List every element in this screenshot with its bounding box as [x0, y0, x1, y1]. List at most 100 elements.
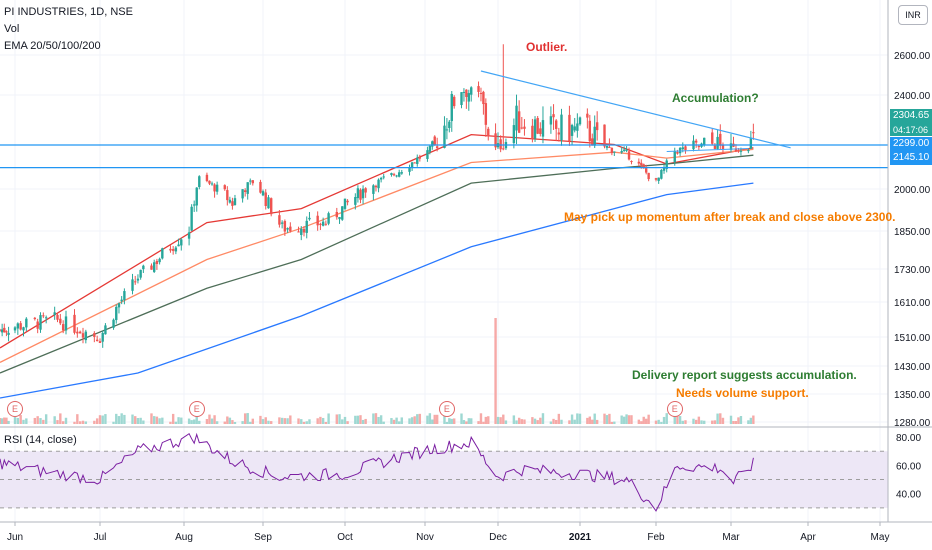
volume-legend[interactable]: Vol	[4, 23, 20, 35]
volume-bar	[573, 419, 576, 424]
candle-body	[33, 317, 37, 320]
candle-body	[283, 221, 287, 232]
annotation-delivery: Delivery report suggests accumulation.	[632, 368, 857, 382]
time-axis-label: Oct	[337, 532, 353, 543]
rsi-line	[0, 432, 754, 512]
candle-body	[161, 248, 164, 259]
volume-bar	[44, 414, 48, 424]
volume-bar	[346, 421, 349, 424]
candle-body	[711, 132, 714, 144]
candle-body	[729, 143, 733, 150]
candle-body	[560, 114, 563, 141]
volume-bar	[416, 414, 419, 424]
volume-bar	[98, 415, 102, 424]
candle-body	[515, 105, 518, 131]
earnings-marker-icon[interactable]: E	[438, 401, 455, 417]
candle-body	[554, 120, 558, 129]
time-axis-label: Apr	[800, 532, 816, 543]
volume-bar	[703, 420, 706, 424]
volume-bar	[338, 414, 341, 424]
candle-body	[408, 167, 411, 172]
ema-legend[interactable]: EMA 20/50/100/200	[4, 40, 101, 52]
volume-bar	[131, 414, 134, 424]
volume-bar	[177, 417, 180, 424]
volume-bar	[42, 419, 45, 424]
volume-bar	[603, 413, 606, 424]
candle-body	[259, 181, 262, 193]
candle-body	[136, 278, 140, 281]
candle-body	[703, 137, 706, 146]
candle-body	[115, 306, 118, 321]
volume-bar	[470, 418, 473, 424]
volume-bar	[734, 421, 738, 424]
volume-bar	[637, 419, 641, 424]
volume-bar	[5, 417, 8, 424]
candle-body	[361, 188, 365, 199]
volume-bar	[139, 417, 142, 424]
candle-body	[286, 228, 289, 230]
time-axis-label: Jul	[94, 532, 107, 543]
earnings-marker-icon[interactable]: E	[666, 401, 683, 417]
candle-body	[428, 145, 432, 152]
volume-bar	[152, 416, 156, 424]
candle-body	[749, 137, 753, 149]
volume-bar	[243, 413, 247, 424]
candle-body	[392, 174, 396, 176]
symbol-legend[interactable]: PI INDUSTRIES, 1D, NSE	[4, 6, 133, 18]
volume-bar	[64, 417, 68, 424]
candle-body	[517, 111, 521, 133]
candle-body	[25, 318, 28, 328]
volume-bar	[445, 421, 449, 424]
candle-body	[586, 113, 589, 118]
rsi-legend[interactable]: RSI (14, close)	[4, 434, 77, 446]
volume-bar	[374, 413, 378, 424]
candle-body	[627, 151, 631, 160]
earnings-marker-icon[interactable]: E	[188, 401, 205, 417]
candle-body	[308, 217, 311, 220]
volume-bar	[289, 415, 292, 424]
candle-body	[739, 150, 743, 152]
candle-body	[610, 147, 614, 154]
volume-bar	[76, 414, 79, 424]
volume-bar	[174, 421, 178, 424]
currency-badge[interactable]: INR	[898, 5, 928, 25]
candle-body	[400, 172, 403, 174]
candle-body	[7, 332, 10, 335]
candle-body	[76, 331, 79, 334]
volume-bar	[22, 419, 25, 424]
volume-bar	[316, 418, 319, 424]
rsi-axis-label: 60.00	[896, 461, 921, 472]
volume-bar	[95, 418, 99, 424]
time-axis-label: May	[871, 532, 890, 543]
candle-body	[499, 139, 502, 150]
volume-bar	[515, 420, 518, 424]
candle-body	[59, 318, 62, 324]
rsi-pane	[0, 432, 888, 512]
candle-body	[684, 146, 687, 151]
volume-bar	[625, 414, 628, 424]
candle-body	[694, 140, 698, 143]
candle-body	[448, 121, 451, 129]
candle-body	[603, 124, 606, 147]
ema-line-ema200	[0, 182, 754, 399]
volume-bar	[523, 419, 526, 424]
candle-body	[22, 327, 25, 331]
volume-bar	[443, 415, 446, 424]
candle-body	[243, 190, 247, 192]
volume-bar	[13, 417, 17, 424]
volume-bar	[112, 421, 115, 424]
volume-bar	[737, 417, 740, 424]
candle-body	[549, 116, 553, 125]
volume-bar	[300, 419, 303, 424]
candle-body	[487, 128, 490, 137]
candle-body	[61, 324, 65, 331]
candle-body	[608, 146, 611, 148]
volume-bar	[61, 421, 65, 424]
candle-body	[346, 200, 349, 203]
volume-bar	[19, 415, 22, 424]
candle-body	[64, 316, 68, 331]
earnings-marker-icon[interactable]: E	[7, 401, 23, 417]
candle-body	[460, 92, 463, 106]
